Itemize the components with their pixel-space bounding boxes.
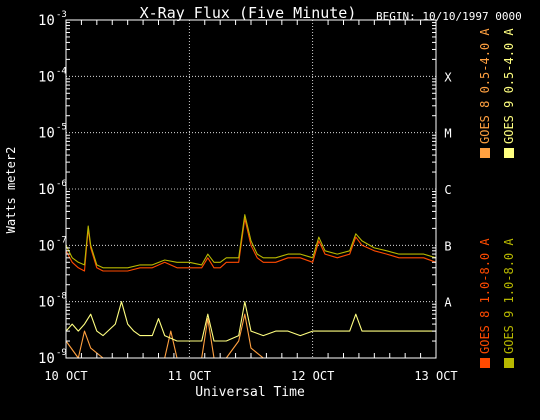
chart-title: X-Ray Flux (Five Minute) <box>140 4 357 22</box>
series-line <box>65 301 436 342</box>
x-tick-label: 12 OCT <box>291 369 334 383</box>
series-lines <box>65 214 437 359</box>
flare-class-label: X <box>444 70 452 84</box>
plot-frame <box>65 19 437 359</box>
y-tick-exponent: -6 <box>56 179 67 189</box>
y-axis-label: Watts meter2 <box>4 147 18 234</box>
y-tick-label: 10 <box>38 295 55 311</box>
y-tick-label: 10 <box>38 182 55 198</box>
flare-class-label: C <box>444 183 451 197</box>
y-tick-label: 10 <box>38 13 55 29</box>
flare-class-label: A <box>444 296 452 310</box>
flare-class-label: M <box>444 127 451 141</box>
legend-label: GOES 8 0.5-4.0 A <box>478 28 492 144</box>
begin-label: BEGIN: 10/10/1997 0000 <box>376 10 522 23</box>
series-line <box>65 214 437 269</box>
flare-class-label: B <box>444 239 451 253</box>
y-tick-exponent: -9 <box>56 348 67 358</box>
y-tick-exponent: -7 <box>56 235 67 245</box>
legend-swatch <box>504 148 514 158</box>
legend-swatch <box>480 358 490 368</box>
y-tick-exponent: -3 <box>56 10 67 20</box>
legend-label: GOES 9 0.5-4.0 A <box>502 28 516 144</box>
y-tick-exponent: -4 <box>56 66 67 76</box>
x-tick-label: 11 OCT <box>168 369 211 383</box>
legend-label: GOES 9 1.0-8.0 A <box>502 238 516 354</box>
y-tick-exponent: -5 <box>56 123 67 133</box>
y-tick-exponent: -8 <box>56 292 67 302</box>
x-tick-label: 13 OCT <box>414 369 457 383</box>
legend-label: GOES 8 1.0-8.0 A <box>478 238 492 354</box>
y-tick-label: 10 <box>38 351 55 367</box>
x-tick-label: 10 OCT <box>44 369 87 383</box>
series-line <box>65 313 436 359</box>
legend-swatch <box>504 358 514 368</box>
legend: GOES 8 1.0-8.0 A GOES 8 0.5-4.0 A GOES 9 1… <box>478 28 516 368</box>
series-line <box>65 217 437 272</box>
y-tick-label: 10 <box>38 69 55 85</box>
y-tick-label: 10 <box>38 238 55 254</box>
grid <box>66 20 436 358</box>
legend-swatch <box>480 148 490 158</box>
axes: 10-910-810-710-610-510-410-310 OCT 11 OCT… <box>38 10 458 383</box>
x-axis-label: Universal Time <box>195 385 305 400</box>
y-tick-label: 10 <box>38 126 55 142</box>
